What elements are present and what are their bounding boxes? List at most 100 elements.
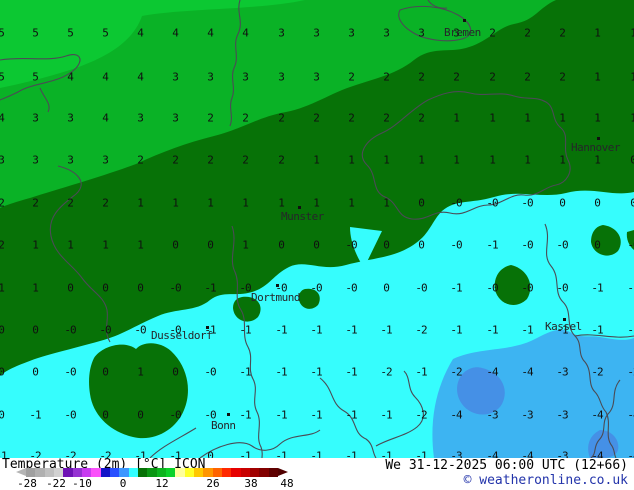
temp-value: -1 <box>486 238 498 252</box>
temp-value: -3 <box>556 408 568 422</box>
temp-value: -0 <box>169 408 181 422</box>
temp-value: 3 <box>418 26 425 40</box>
temp-value: 2 <box>172 153 179 167</box>
temp-value: -1 <box>450 281 462 295</box>
temp-value: 5 <box>32 70 39 84</box>
temp-value: 3 <box>32 153 39 167</box>
temp-value: 0 <box>32 365 39 379</box>
temp-value: 0 <box>137 408 144 422</box>
legend-color-segment <box>231 468 241 477</box>
temp-value: 4 <box>242 26 249 40</box>
temp-value: -1 <box>239 408 251 422</box>
temp-value: -1 <box>275 449 287 459</box>
temp-value: 5 <box>67 26 74 40</box>
legend-tick: 26 <box>206 477 220 490</box>
legend-color-segment <box>26 468 36 477</box>
legend-color-segment <box>81 468 92 477</box>
temp-value: -0 <box>64 365 76 379</box>
color-scale <box>16 468 288 477</box>
temp-value: 1 <box>594 26 601 40</box>
scale-left-arrow-icon <box>16 468 26 476</box>
temp-value: -2 <box>380 365 392 379</box>
legend-color-segment <box>53 468 64 477</box>
legend-color-segment <box>156 468 166 477</box>
temp-value: 1 <box>630 111 634 125</box>
legend-color-segment <box>221 468 232 477</box>
scale-segments <box>26 468 278 477</box>
temp-value: -4 <box>591 449 603 459</box>
legend-color-segment <box>128 468 138 477</box>
temp-value: -4 <box>521 449 533 459</box>
legend-tick: 48 <box>280 477 294 490</box>
temp-value: 5 <box>0 26 5 40</box>
temp-value: 3 <box>67 111 74 125</box>
temp-value: 1 <box>348 153 355 167</box>
temp-value: -0 <box>169 281 181 295</box>
temp-value: -1 <box>486 323 498 337</box>
temp-value: 0 <box>313 238 320 252</box>
temp-value: -2 <box>99 449 111 459</box>
temp-value: 4 <box>207 26 214 40</box>
temp-value: -0 <box>521 196 533 210</box>
temp-value: 3 <box>67 153 74 167</box>
temp-value: 3 <box>32 111 39 125</box>
temp-value: 4 <box>102 111 109 125</box>
temp-value: 4 <box>172 26 179 40</box>
temp-value: 2 <box>102 196 109 210</box>
temp-value: 3 <box>172 111 179 125</box>
region-blue-mid <box>432 329 634 458</box>
temperature-map-canvas <box>0 0 634 458</box>
temp-value: -0 <box>486 281 498 295</box>
city-label-bonn: Bonn <box>211 419 236 432</box>
temp-value: -1 <box>556 323 568 337</box>
temp-value: -4 <box>627 449 634 459</box>
temp-value: 1 <box>313 196 320 210</box>
legend-color-segment <box>147 468 157 477</box>
temp-value: -4 <box>486 449 498 459</box>
temp-value: -0 <box>627 238 634 252</box>
city-dot-bremen <box>463 19 466 22</box>
temp-value: -3 <box>556 365 568 379</box>
temp-value: -2 <box>591 365 603 379</box>
temp-value: 1 <box>137 238 144 252</box>
temp-value: 0 <box>594 196 601 210</box>
temp-value: 0 <box>172 238 179 252</box>
temp-value: 0 <box>630 196 634 210</box>
temp-value: 0 <box>559 196 566 210</box>
temp-value: 1 <box>489 153 496 167</box>
temp-value: -0 <box>486 196 498 210</box>
temp-value: -0 <box>556 281 568 295</box>
temp-value: -1 <box>204 281 216 295</box>
temp-value: -0 <box>239 281 251 295</box>
city-dot-bonn <box>227 413 230 416</box>
temp-value: 1 <box>313 153 320 167</box>
temp-value: 0 <box>67 281 74 295</box>
temp-value: 1 <box>559 153 566 167</box>
temp-value: 0 <box>418 238 425 252</box>
temp-value: -2 <box>64 449 76 459</box>
temp-value: 3 <box>137 111 144 125</box>
temp-value: -1 <box>310 323 322 337</box>
temp-value: -1 <box>591 323 603 337</box>
temp-value: 3 <box>313 70 320 84</box>
temp-value: 1 <box>137 196 144 210</box>
legend-color-segment <box>193 468 204 477</box>
temp-value: 1 <box>630 70 634 84</box>
temp-value: 4 <box>137 70 144 84</box>
legend-tick: 0 <box>119 477 127 490</box>
temp-value: 3 <box>278 70 285 84</box>
temp-value: 2 <box>313 111 320 125</box>
temp-value: -1 <box>275 323 287 337</box>
city-label-hannover: Hannover <box>571 141 620 154</box>
temp-value: -3 <box>450 449 462 459</box>
temp-value: 2 <box>207 111 214 125</box>
temp-value: -1 <box>275 408 287 422</box>
legend-color-segment <box>63 468 73 477</box>
legend-color-segment <box>91 468 101 477</box>
copyright-link[interactable]: © weatheronline.co.uk <box>463 473 628 488</box>
temp-value: 4 <box>102 70 109 84</box>
temp-value: -1 <box>627 323 634 337</box>
temp-value: -1 <box>310 408 322 422</box>
temp-value: -1 <box>627 281 634 295</box>
temp-value: -0 <box>134 323 146 337</box>
